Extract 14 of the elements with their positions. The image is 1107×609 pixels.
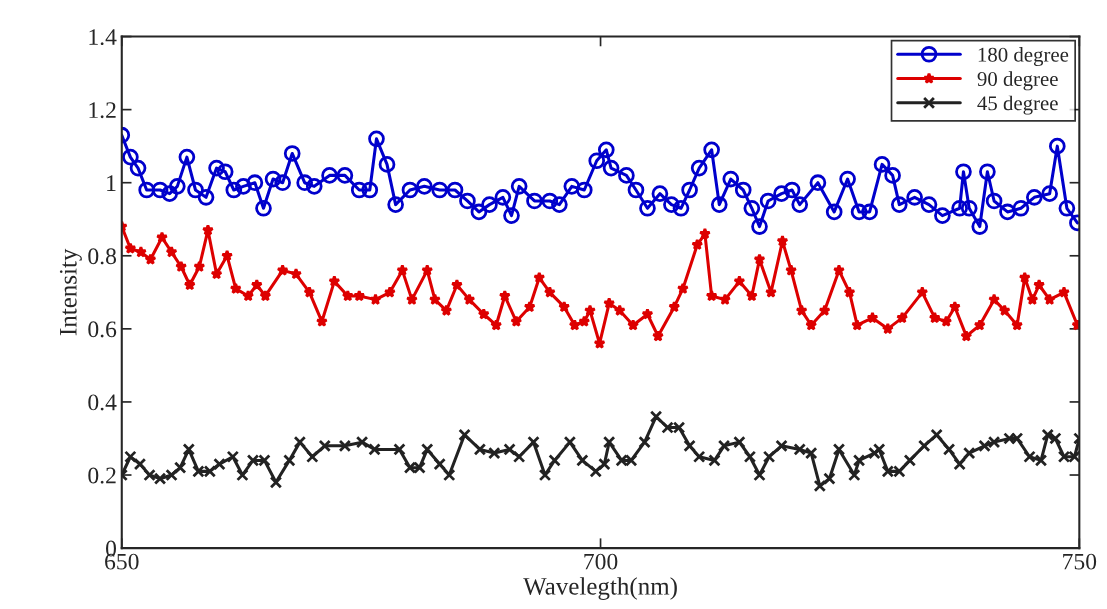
y-tick-label: 0.8 [88,248,117,265]
y-tick-label: 1.2 [89,102,116,119]
x-axis-title: Wavelegth(nm) [523,577,677,600]
y-tick-label: 0.6 [88,321,117,338]
y-tick-label: 1 [107,175,116,191]
y-tick-label: 0.4 [88,394,117,411]
legend-label: 90 degree [977,71,1058,91]
x-tick-label: 700 [584,553,618,570]
legend-label: 45 degree [977,95,1058,115]
y-tick-label: 1.4 [89,29,117,46]
y-tick-label: 0.2 [88,467,116,484]
x-tick-label: 750 [1063,553,1097,570]
legend-label: 180 degree [978,47,1069,67]
y-axis-title: Intensity [59,248,82,336]
